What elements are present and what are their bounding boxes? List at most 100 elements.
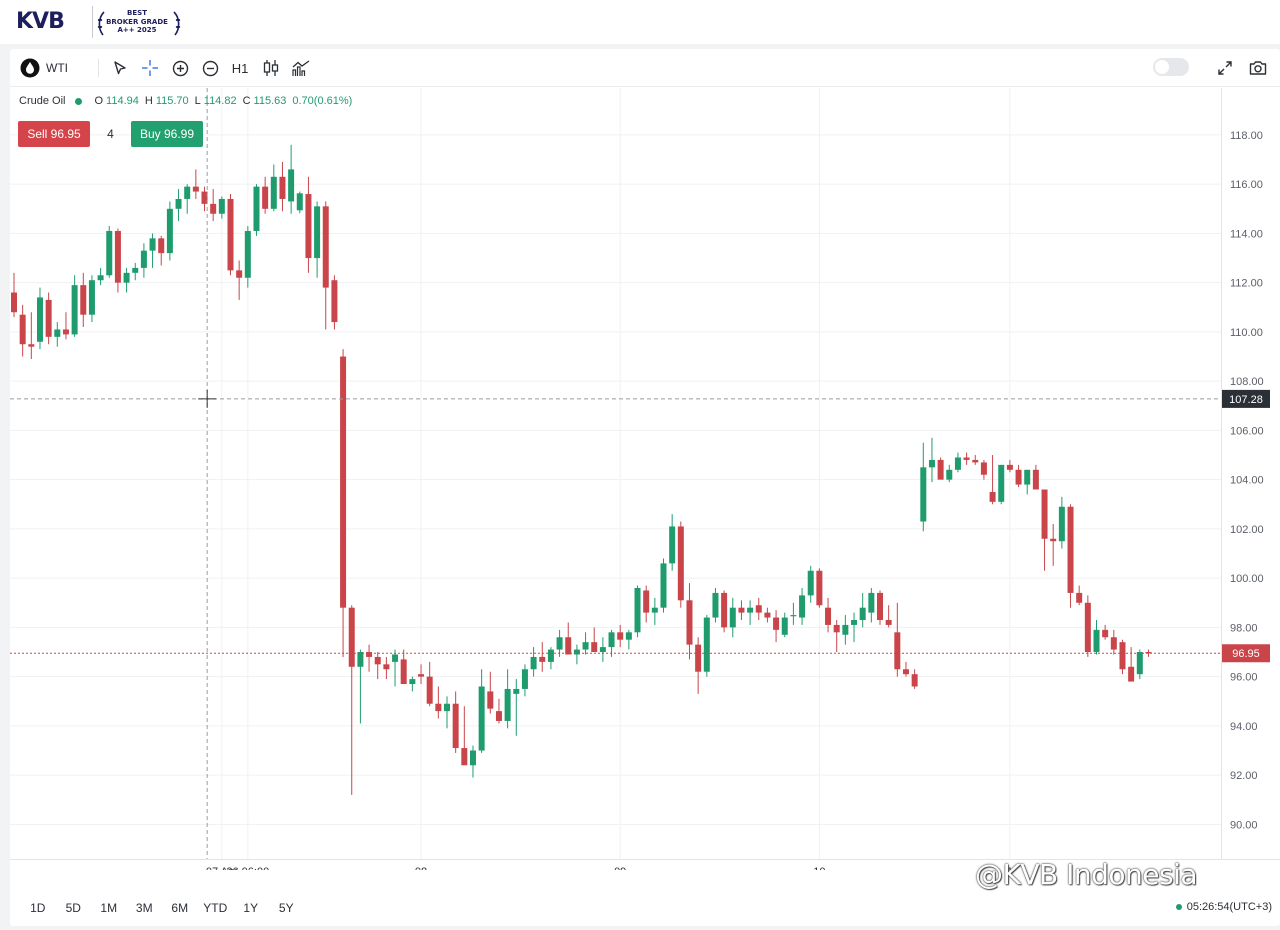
candle-body — [556, 637, 563, 650]
sell-button[interactable]: Sell 96.95 — [18, 121, 90, 147]
candle-down — [487, 671, 494, 714]
candle-body — [1076, 592, 1083, 603]
candle-down — [755, 597, 762, 621]
candle-down — [227, 194, 234, 276]
camera-icon — [1249, 61, 1267, 75]
zoom-out-button[interactable] — [198, 56, 222, 80]
instrument-name: Crude Oil — [19, 95, 66, 107]
candle-down — [894, 602, 901, 677]
candle-up — [729, 597, 736, 638]
candle-up — [625, 629, 632, 650]
candle-body — [885, 620, 892, 625]
candle-down — [210, 189, 217, 222]
zoom-in-icon — [172, 60, 188, 76]
range-button-ytd[interactable]: YTD — [203, 901, 228, 915]
range-button-1m[interactable]: 1M — [100, 901, 118, 915]
range-button-1y[interactable]: 1Y — [243, 901, 259, 915]
cursor-tool-button[interactable] — [108, 56, 132, 80]
candle-up — [920, 442, 927, 532]
candle-body — [807, 570, 814, 596]
candle-down — [738, 600, 745, 621]
award-badge: BEST BROKER GRADE A++ 2025 — [92, 6, 184, 38]
candle-down — [963, 452, 970, 465]
candle-body — [184, 186, 191, 199]
candle-up — [444, 696, 450, 729]
candle-body — [1102, 629, 1109, 638]
range-button-3m[interactable]: 3M — [135, 901, 153, 915]
candle-body — [565, 637, 572, 655]
candle-down — [331, 275, 338, 330]
candle-up — [469, 745, 476, 778]
close-label: C — [242, 95, 251, 107]
candle-down — [62, 312, 69, 340]
candle-body — [374, 656, 381, 665]
candle-up — [218, 196, 225, 219]
candle-body — [201, 191, 208, 204]
candle-down — [262, 176, 269, 214]
candle-down — [565, 622, 572, 655]
trade-panel: Sell 96.95 4 Buy 96.99 — [18, 121, 203, 147]
candle-body — [158, 238, 165, 254]
x-tick-label: 08 — [415, 866, 427, 870]
candle-down — [1032, 464, 1039, 490]
range-button-1d[interactable]: 1D — [30, 901, 46, 915]
candle-body — [972, 459, 979, 463]
buy-button[interactable]: Buy 96.99 — [131, 121, 203, 147]
candle-up — [409, 676, 416, 692]
chart-toolbar: WTI H1 — [10, 49, 1280, 87]
low-label: L — [194, 95, 201, 107]
watermark: @KVB Indonesia — [975, 858, 1198, 891]
range-button-5d[interactable]: 5D — [65, 901, 81, 915]
candle-body — [703, 617, 710, 672]
low-value: 114.82 — [203, 95, 237, 107]
candle-body — [902, 669, 909, 675]
candle-down — [825, 597, 832, 633]
candle-body — [539, 656, 546, 662]
candle-down — [348, 605, 355, 795]
range-button-6m[interactable]: 6M — [171, 901, 189, 915]
candle-body — [418, 674, 425, 677]
candle-body — [738, 607, 745, 613]
candle-down — [366, 644, 373, 672]
range-button-5y[interactable]: 5Y — [278, 901, 294, 915]
candle-body — [1032, 469, 1039, 490]
fullscreen-button[interactable] — [1213, 56, 1237, 80]
candle-up — [868, 587, 875, 623]
timeframe-button[interactable]: H1 — [231, 60, 249, 76]
candle-body — [868, 592, 875, 613]
symbol-selector[interactable]: WTI — [20, 56, 80, 80]
candle-down — [980, 459, 987, 480]
candle-up — [392, 649, 399, 687]
candle-up — [166, 201, 173, 261]
candle-up — [357, 649, 364, 724]
toggle-switch[interactable] — [1153, 58, 1189, 76]
candle-down — [1015, 464, 1022, 488]
candle-down — [452, 691, 459, 753]
open-label: O — [94, 95, 104, 107]
y-tick-label: 100.00 — [1230, 573, 1264, 585]
candle-body — [227, 198, 234, 271]
candle-down — [591, 627, 598, 653]
crosshair-tool-button[interactable] — [138, 56, 162, 80]
candle-body — [660, 563, 667, 608]
kvb-logo[interactable]: KVB — [16, 9, 65, 34]
zoom-out-icon — [202, 60, 218, 76]
indicators-button[interactable] — [289, 56, 313, 80]
candle-up — [747, 600, 754, 625]
screenshot-button[interactable] — [1246, 56, 1270, 80]
candle-body — [45, 299, 52, 337]
candle-body — [1041, 489, 1048, 539]
candle-up — [573, 644, 580, 665]
candle-up — [175, 189, 182, 222]
candle-up — [556, 629, 563, 657]
candle-up — [149, 233, 156, 268]
y-tick-label: 102.00 — [1230, 524, 1264, 536]
zoom-in-button[interactable] — [168, 56, 192, 80]
candle-up — [799, 587, 806, 625]
candle-up — [296, 191, 303, 214]
candle-body — [123, 272, 130, 283]
chart-type-button[interactable] — [259, 56, 283, 80]
candle-body — [279, 176, 286, 199]
clock-time: 05:26:54(UTC+3) — [1186, 901, 1272, 913]
